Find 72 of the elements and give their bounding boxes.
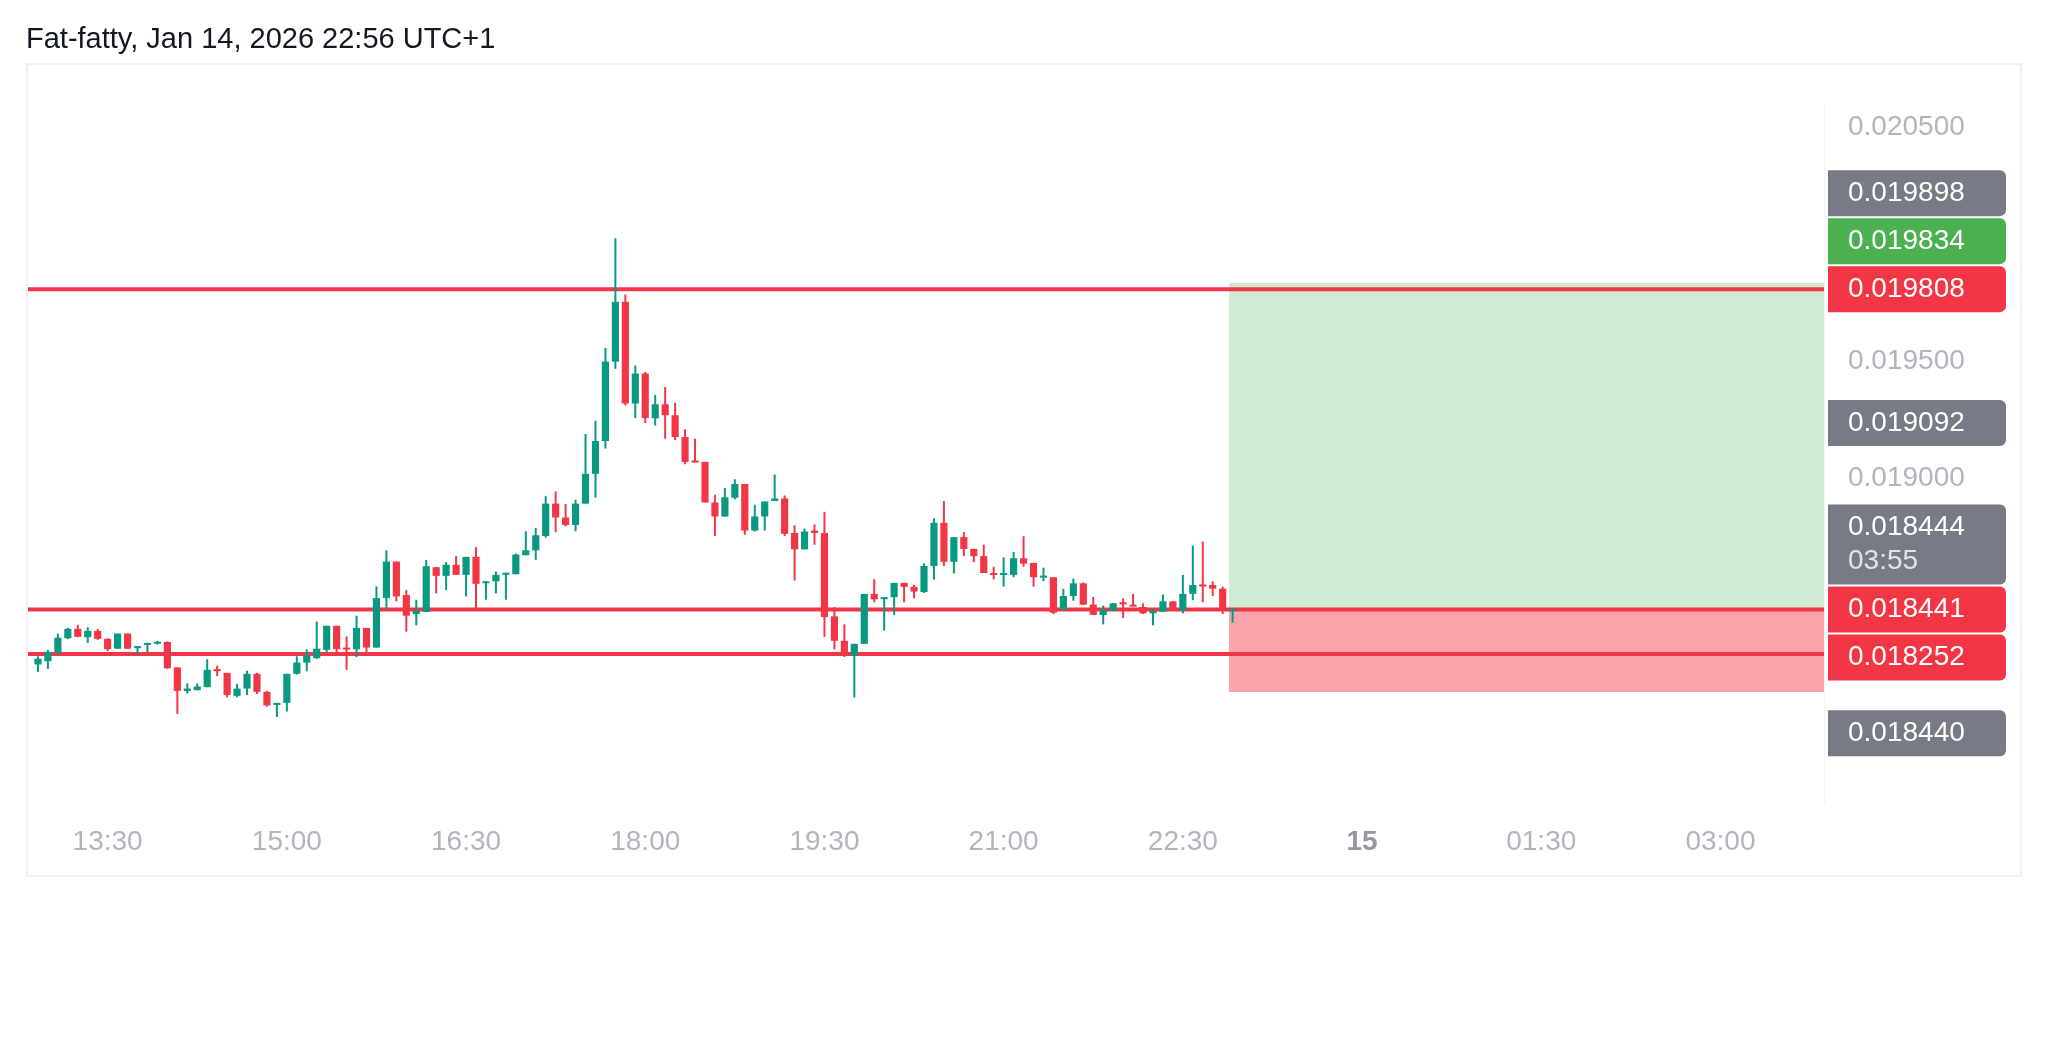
x-tick-label: 19:30 <box>789 824 860 856</box>
text: 0.018440 <box>1848 716 1965 747</box>
candlestick <box>980 543 988 575</box>
candlestick <box>751 503 759 533</box>
candlestick <box>1069 577 1077 602</box>
candlestick <box>492 570 500 595</box>
ref-line-label: 0.019808 <box>1848 271 1965 303</box>
candlestick <box>890 581 898 616</box>
candlestick <box>671 401 679 442</box>
candlestick <box>1010 550 1018 579</box>
candlestick <box>462 555 470 598</box>
candlestick <box>1000 556 1008 588</box>
candlestick <box>771 473 779 503</box>
candlestick <box>1019 535 1028 568</box>
candlestick <box>731 478 739 501</box>
y-tick-label: 0.020500 <box>1848 109 1965 141</box>
candlestick <box>173 666 181 715</box>
candlestick <box>880 596 888 632</box>
candlestick <box>243 669 251 696</box>
candlestick <box>850 642 858 699</box>
text: 0.019898 <box>1848 175 1965 207</box>
candlestick <box>44 648 52 670</box>
ref-line-label: 0.018252 <box>1848 640 1965 672</box>
candlestick <box>223 671 231 699</box>
candlestick <box>651 393 659 427</box>
candlestick <box>452 554 460 576</box>
candlestick <box>1099 604 1107 626</box>
candlestick <box>691 437 699 464</box>
ref-line-label: 0.018441 <box>1848 592 1965 624</box>
candlestick <box>313 620 321 660</box>
candlestick <box>552 490 560 534</box>
candlestick <box>562 503 570 528</box>
candlestick <box>303 648 311 673</box>
candlestick <box>412 598 420 627</box>
candlestick <box>442 561 450 592</box>
x-tick-label: 21:00 <box>968 824 1039 856</box>
candlestick <box>253 671 261 695</box>
x-tick-label: 01:30 <box>1506 824 1577 856</box>
candlestick <box>661 386 669 440</box>
candlestick <box>571 498 580 533</box>
band-label: 0.019834 <box>1848 223 1965 255</box>
candlestick <box>1179 573 1187 615</box>
x-tick-label: 18:00 <box>610 824 681 856</box>
x-tick-label: 03:00 <box>1685 824 1756 856</box>
x-tick-label: 22:30 <box>1147 824 1218 856</box>
candlestick <box>1079 581 1087 606</box>
candlestick <box>761 500 769 532</box>
chart-title: Fat-fatty, Jan 14, 2026 22:56 UTC+1 <box>26 22 497 55</box>
candlestick <box>482 580 490 601</box>
candlestick <box>54 632 62 656</box>
candlestick <box>870 578 878 604</box>
candlestick <box>502 571 510 601</box>
candlestick <box>203 658 211 689</box>
candlestick <box>1199 540 1207 604</box>
candlestick <box>721 486 729 518</box>
candlestick <box>352 614 361 659</box>
x-tick-label: 13:30 <box>72 824 143 856</box>
candlestick <box>293 655 301 676</box>
y-tick-label: 0.019500 <box>1848 344 1965 376</box>
text: 0.019092 <box>1848 405 1965 437</box>
candlestick <box>432 566 440 595</box>
x-tick-label: 15 <box>1346 824 1378 856</box>
candlestick <box>1189 544 1197 602</box>
x-tick-label: 15:00 <box>251 824 322 856</box>
text: 0.018444 03:55 <box>1848 510 1965 576</box>
candlestick <box>532 527 540 561</box>
candlestick <box>791 524 799 582</box>
x-tick-label: 16:30 <box>431 824 502 856</box>
y-tick-label: 0.019000 <box>1848 461 1965 493</box>
candlestick <box>711 493 719 537</box>
candlestick <box>960 531 968 558</box>
candlestick <box>1059 587 1067 611</box>
